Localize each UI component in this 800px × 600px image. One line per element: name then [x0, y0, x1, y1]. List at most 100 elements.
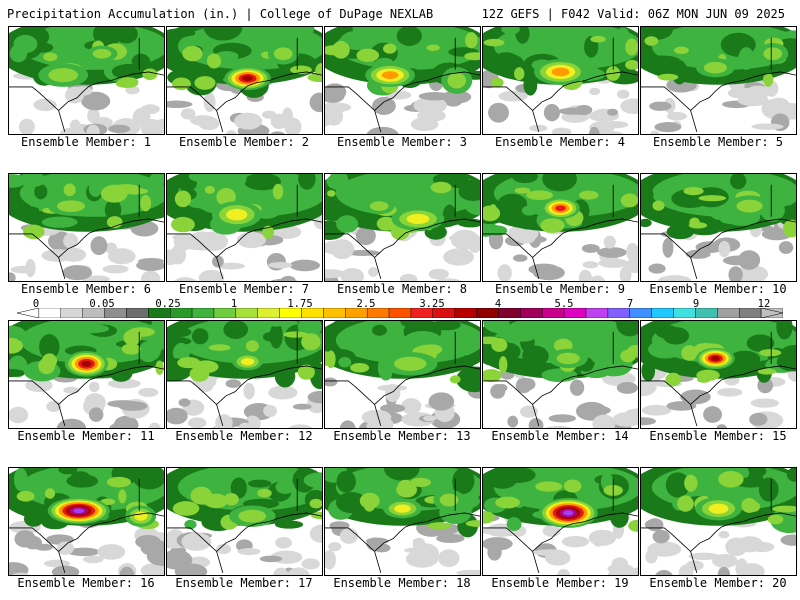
state-border-line	[641, 478, 796, 573]
colorbar-tick-label: 4	[494, 298, 502, 310]
ensemble-member-label: Ensemble Member: 19	[491, 576, 629, 590]
state-border-line	[325, 478, 480, 573]
ensemble-member-label: Ensemble Member: 8	[336, 282, 468, 296]
precip-field	[9, 321, 164, 428]
ensemble-member-map	[166, 467, 323, 576]
ensemble-member-map	[482, 467, 639, 576]
precip-field	[325, 468, 480, 575]
state-border-line	[641, 37, 796, 132]
colorbar-tick-label: 7	[626, 298, 634, 310]
ensemble-member-map	[324, 467, 481, 576]
ensemble-member-map	[8, 320, 165, 429]
state-border-line	[167, 478, 322, 573]
ensemble-member-label: Ensemble Member: 20	[649, 576, 787, 590]
ensemble-member-label: Ensemble Member: 11	[17, 429, 155, 443]
state-border-line	[483, 331, 638, 426]
state-border-line	[167, 37, 322, 132]
ensemble-member-label: Ensemble Member: 18	[333, 576, 471, 590]
run-valid-time: 12Z GEFS | F042 Valid: 06Z MON JUN 09 20…	[481, 7, 785, 21]
precip-field	[483, 321, 638, 428]
precip-field	[483, 27, 638, 134]
ensemble-member-label: Ensemble Member: 5	[652, 135, 784, 149]
state-border-line	[483, 37, 638, 132]
ensemble-member-map	[324, 26, 481, 135]
ensemble-member-label: Ensemble Member: 17	[175, 576, 313, 590]
precip-field	[641, 27, 796, 134]
colorbar-tick-label: 3.25	[419, 298, 445, 310]
ensemble-member-map	[482, 173, 639, 282]
colorbar-cell	[388, 308, 412, 318]
state-border-line	[9, 331, 164, 426]
colorbar-cell	[126, 308, 149, 318]
ensemble-member-map	[640, 173, 797, 282]
ensemble-member-map	[166, 26, 323, 135]
ensemble-member-map	[324, 320, 481, 429]
state-border-line	[483, 184, 638, 279]
colorbar-tick-label: 0	[32, 298, 40, 310]
state-border-line	[483, 478, 638, 573]
ensemble-member-map	[640, 26, 797, 135]
precip-field	[9, 174, 164, 281]
colorbar-cell	[498, 308, 521, 318]
precip-field	[167, 27, 322, 134]
precip-colorbar	[17, 308, 783, 318]
state-border-line	[641, 184, 796, 279]
precip-field	[325, 27, 480, 134]
colorbar-tick-label: 12	[757, 298, 771, 310]
colorbar-tick-label: 5.5	[554, 298, 574, 310]
colorbar-cell	[454, 308, 477, 318]
ensemble-member-map	[482, 320, 639, 429]
ensemble-member-label: Ensemble Member: 12	[175, 429, 313, 443]
precip-field	[325, 321, 480, 428]
precip-field	[641, 174, 796, 281]
colorbar-tick-label: 2.5	[356, 298, 376, 310]
colorbar-right-arrow	[760, 308, 783, 318]
colorbar-cell	[323, 308, 346, 318]
precip-field	[641, 468, 796, 575]
ensemble-member-map	[324, 173, 481, 282]
ensemble-member-label: Ensemble Member: 1	[20, 135, 152, 149]
colorbar-cell	[585, 308, 609, 318]
ensemble-member-label: Ensemble Member: 2	[178, 135, 310, 149]
precip-field	[167, 174, 322, 281]
ensemble-member-map	[640, 467, 797, 576]
colorbar-cell	[257, 308, 280, 318]
colorbar-cell	[235, 308, 258, 318]
precip-field	[483, 174, 638, 281]
ensemble-member-map	[482, 26, 639, 135]
state-border-line	[325, 37, 480, 132]
precip-field	[325, 174, 480, 281]
ensemble-member-label: Ensemble Member: 16	[17, 576, 155, 590]
ensemble-member-label: Ensemble Member: 13	[333, 429, 471, 443]
precip-field	[9, 468, 164, 575]
colorbar-cell	[651, 308, 674, 318]
ensemble-member-map	[8, 26, 165, 135]
colorbar-tick-label: 1	[230, 298, 238, 310]
colorbar-tick-label: 1.75	[287, 298, 313, 310]
ensemble-member-label: Ensemble Member: 15	[649, 429, 787, 443]
ensemble-member-map	[8, 467, 165, 576]
colorbar-tick-label: 0.05	[89, 298, 115, 310]
colorbar-tick-label: 0.25	[155, 298, 181, 310]
precip-field	[641, 321, 796, 428]
state-border-line	[9, 184, 164, 279]
ensemble-member-label: Ensemble Member: 3	[336, 135, 468, 149]
state-border-line	[641, 331, 796, 426]
ensemble-member-map	[166, 173, 323, 282]
colorbar-cell	[60, 308, 83, 318]
ensemble-member-label: Ensemble Member: 7	[178, 282, 310, 296]
precip-field	[167, 321, 322, 428]
state-border-line	[167, 184, 322, 279]
colorbar-cell	[717, 308, 740, 318]
state-border-line	[325, 331, 480, 426]
ensemble-member-label: Ensemble Member: 10	[649, 282, 787, 296]
ensemble-member-label: Ensemble Member: 4	[494, 135, 626, 149]
ensemble-member-label: Ensemble Member: 6	[20, 282, 152, 296]
ensemble-member-label: Ensemble Member: 9	[494, 282, 626, 296]
precip-field	[483, 468, 638, 575]
state-border-line	[167, 331, 322, 426]
precip-field	[9, 27, 164, 134]
state-border-line	[9, 37, 164, 132]
ensemble-member-map	[8, 173, 165, 282]
ensemble-member-map	[640, 320, 797, 429]
